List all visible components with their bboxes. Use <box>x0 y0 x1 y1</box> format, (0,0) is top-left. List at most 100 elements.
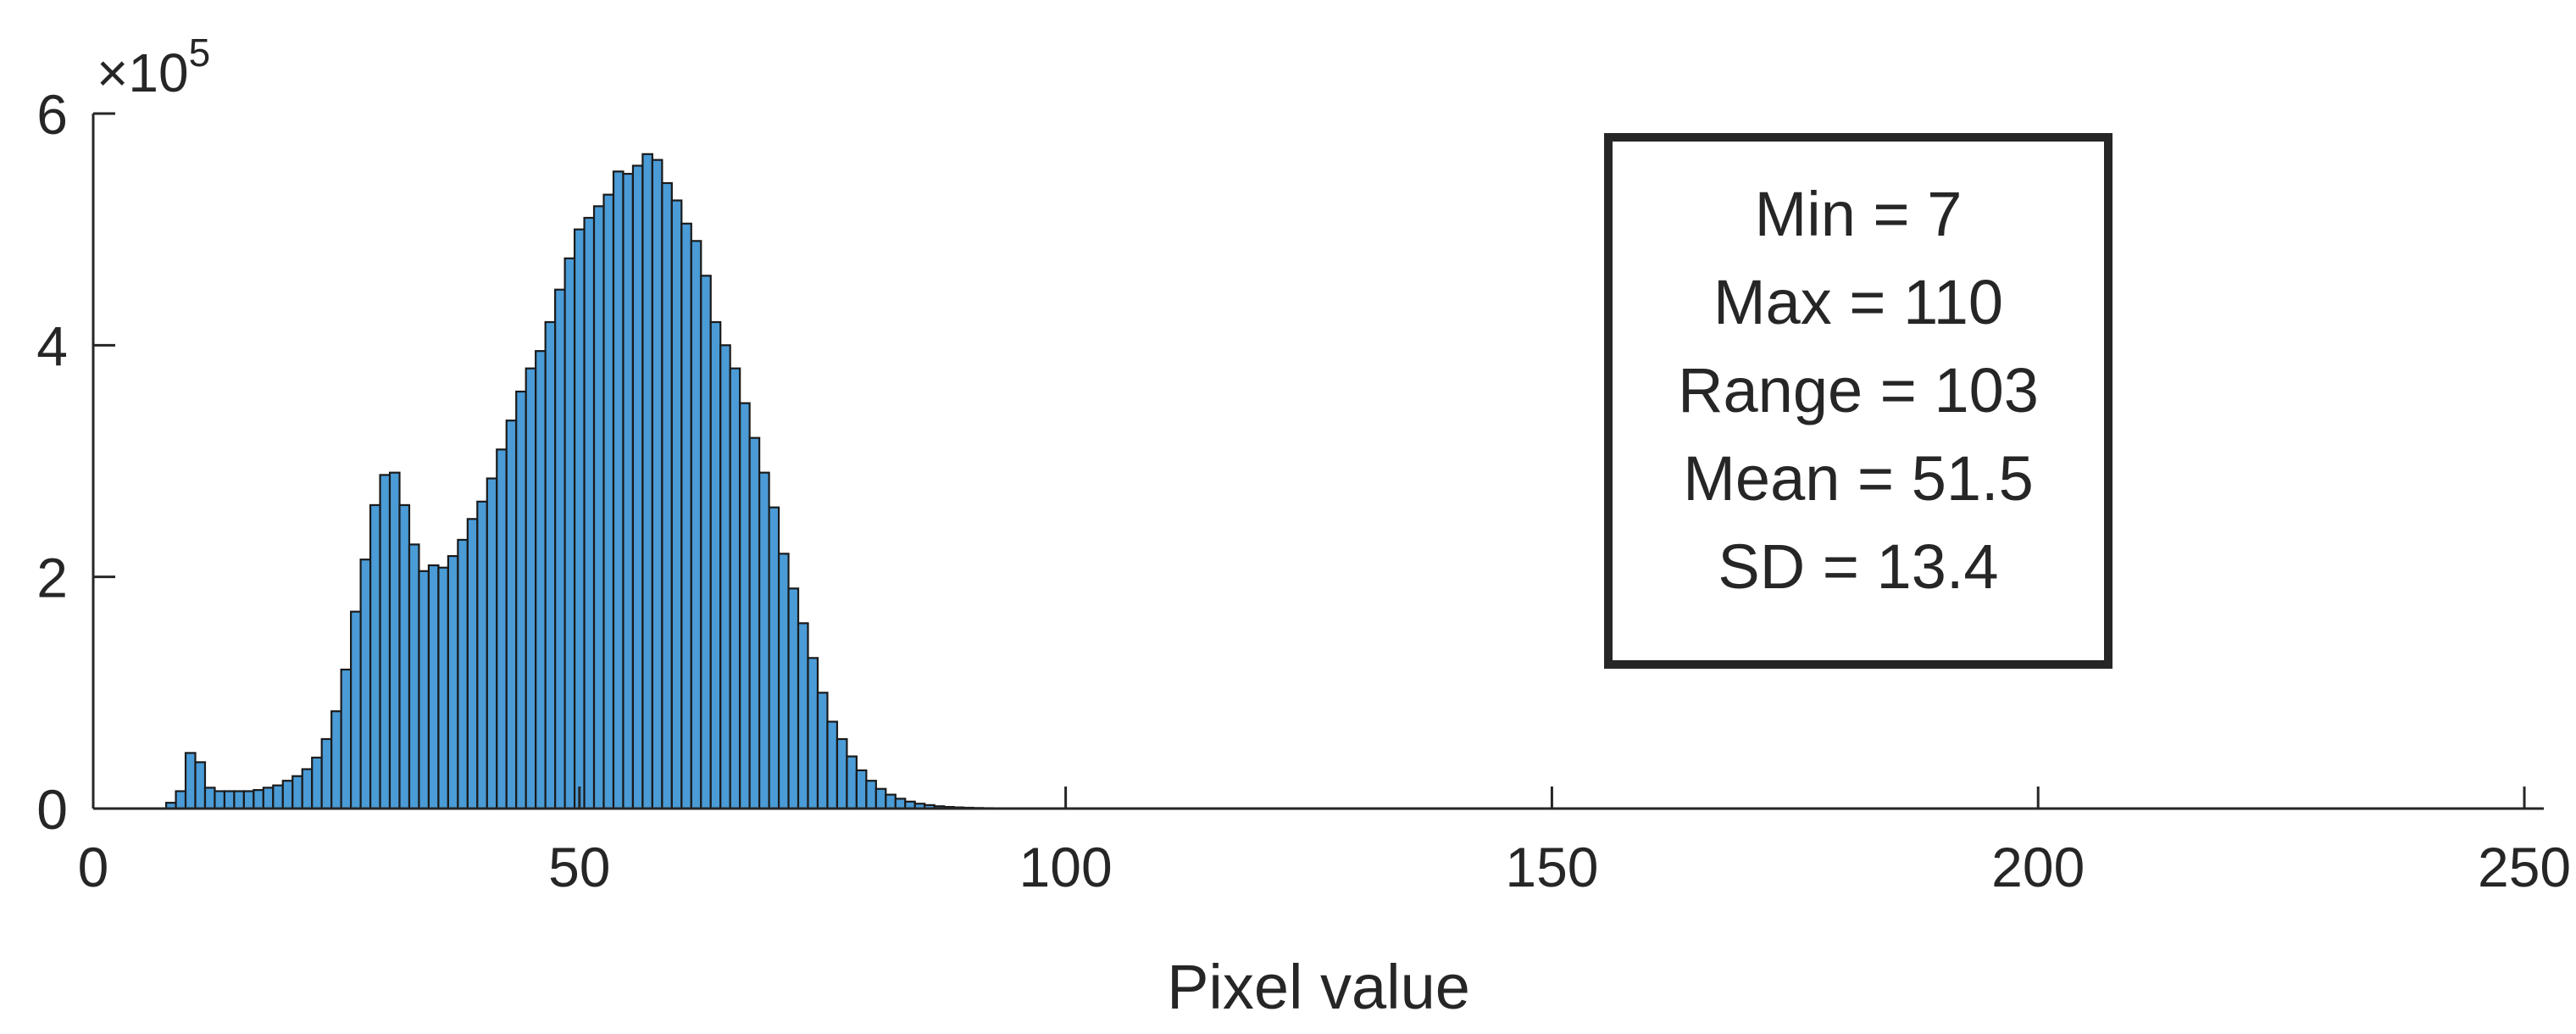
histogram-bar <box>690 240 702 810</box>
y-tick-label: 0 <box>36 778 68 841</box>
histogram-bar <box>583 216 596 810</box>
x-tick-label: 200 <box>1991 836 2085 898</box>
histogram-bar <box>418 570 430 810</box>
x-ticks: 0 50 100 150 200 250 <box>78 787 2571 898</box>
histogram-bar <box>807 657 819 810</box>
stats-line: SD = 13.4 <box>1718 531 1998 602</box>
stats-annotations: Min = 7 Max = 110 Range = 103 Mean = 51.5 SD… <box>1678 179 2039 602</box>
histogram-bar <box>320 737 333 810</box>
y-tick-label: 4 <box>36 314 68 377</box>
histogram-bar <box>680 222 692 810</box>
x-tick-label: 250 <box>2478 836 2571 898</box>
histogram-bar <box>651 158 663 810</box>
histogram-bar <box>777 553 790 810</box>
histogram-bar <box>787 587 800 810</box>
histogram-bar <box>262 787 275 810</box>
histogram-bar <box>885 793 897 810</box>
histogram-bar <box>301 768 314 810</box>
histogram-bar <box>311 756 323 810</box>
histogram-bar <box>865 780 877 810</box>
histogram-bar <box>602 193 615 810</box>
histogram-bar <box>496 448 508 810</box>
histogram-bar <box>437 566 449 810</box>
histogram-bar <box>661 181 673 810</box>
histogram-bar <box>175 790 187 810</box>
histogram-bar <box>281 780 294 810</box>
histogram-bar <box>233 790 245 810</box>
stats-line: Range = 103 <box>1678 355 2039 425</box>
stats-box <box>1604 133 2112 669</box>
histogram-bar <box>874 787 887 810</box>
histogram-bar <box>641 153 653 810</box>
y-tick-label: 6 <box>36 83 68 146</box>
histogram-bar <box>505 420 518 810</box>
histogram-bar <box>203 787 216 810</box>
histogram-bar <box>836 737 848 810</box>
histogram-bar <box>826 720 839 810</box>
histogram-bar <box>709 320 722 810</box>
y-tick-label: 2 <box>36 547 68 609</box>
histogram-bar <box>359 559 372 810</box>
y-exponent-power: 5 <box>189 31 211 75</box>
histogram-bar <box>427 564 440 810</box>
histogram-bar <box>631 164 644 810</box>
histogram-bar <box>379 474 391 810</box>
x-tick-label: 0 <box>78 836 109 898</box>
histogram-bar <box>700 275 712 810</box>
x-tick-label: 50 <box>548 836 610 898</box>
y-exponent-label: ×105 <box>97 31 210 103</box>
histogram-bar <box>369 503 381 810</box>
histogram-bar <box>291 775 303 810</box>
histogram-bar <box>340 668 353 810</box>
histogram-bar <box>894 798 907 810</box>
x-axis-label: Pixel value <box>1167 952 1470 1022</box>
histogram-bar <box>486 477 498 810</box>
histogram-bar <box>515 390 527 810</box>
stats-line: Max = 110 <box>1713 267 2003 337</box>
histogram-bar <box>535 350 547 810</box>
histogram-bar <box>408 543 420 810</box>
histogram-bar <box>768 506 780 810</box>
histogram-bar <box>739 402 751 810</box>
stats-line: Min = 7 <box>1755 179 1963 249</box>
histogram-bar <box>388 471 401 810</box>
histogram-bar <box>816 692 829 810</box>
histogram-bar <box>398 503 411 810</box>
histogram-bar <box>855 769 868 810</box>
histogram-bar <box>184 752 197 810</box>
histogram-bar <box>554 288 566 810</box>
histogram-bar <box>612 170 625 810</box>
histogram-bar <box>729 367 741 810</box>
histogram-bar <box>223 790 236 810</box>
histogram-bar <box>670 199 683 810</box>
histogram-bar <box>447 554 459 810</box>
x-tick-label: 150 <box>1505 836 1598 898</box>
y-ticks: 0 2 4 6 <box>36 83 115 841</box>
histogram-bars <box>164 153 1072 810</box>
histogram-bar <box>457 538 469 810</box>
histogram-bar <box>622 172 635 810</box>
histogram-bar <box>573 228 586 810</box>
histogram-bar <box>330 710 342 810</box>
histogram-bar <box>242 790 255 810</box>
histogram-bar <box>592 205 605 810</box>
histogram-bar <box>194 761 207 810</box>
histogram-bar <box>272 784 284 810</box>
histogram-bar <box>214 790 226 810</box>
histogram-bar <box>846 755 858 810</box>
histogram-bar <box>466 518 479 810</box>
stats-line: Mean = 51.5 <box>1683 443 2033 514</box>
histogram-bar <box>758 471 770 810</box>
histogram-bar <box>525 367 537 810</box>
histogram-bar <box>564 257 576 810</box>
histogram-bar <box>544 320 557 810</box>
histogram-bar <box>797 622 809 810</box>
histogram-bar <box>748 436 761 810</box>
x-tick-label: 100 <box>1019 836 1113 898</box>
histogram-bar <box>476 500 488 810</box>
histogram-bar <box>719 344 731 810</box>
histogram-bar <box>253 789 264 810</box>
histogram-bar <box>350 610 362 810</box>
y-exponent-base: ×10 <box>97 42 189 103</box>
